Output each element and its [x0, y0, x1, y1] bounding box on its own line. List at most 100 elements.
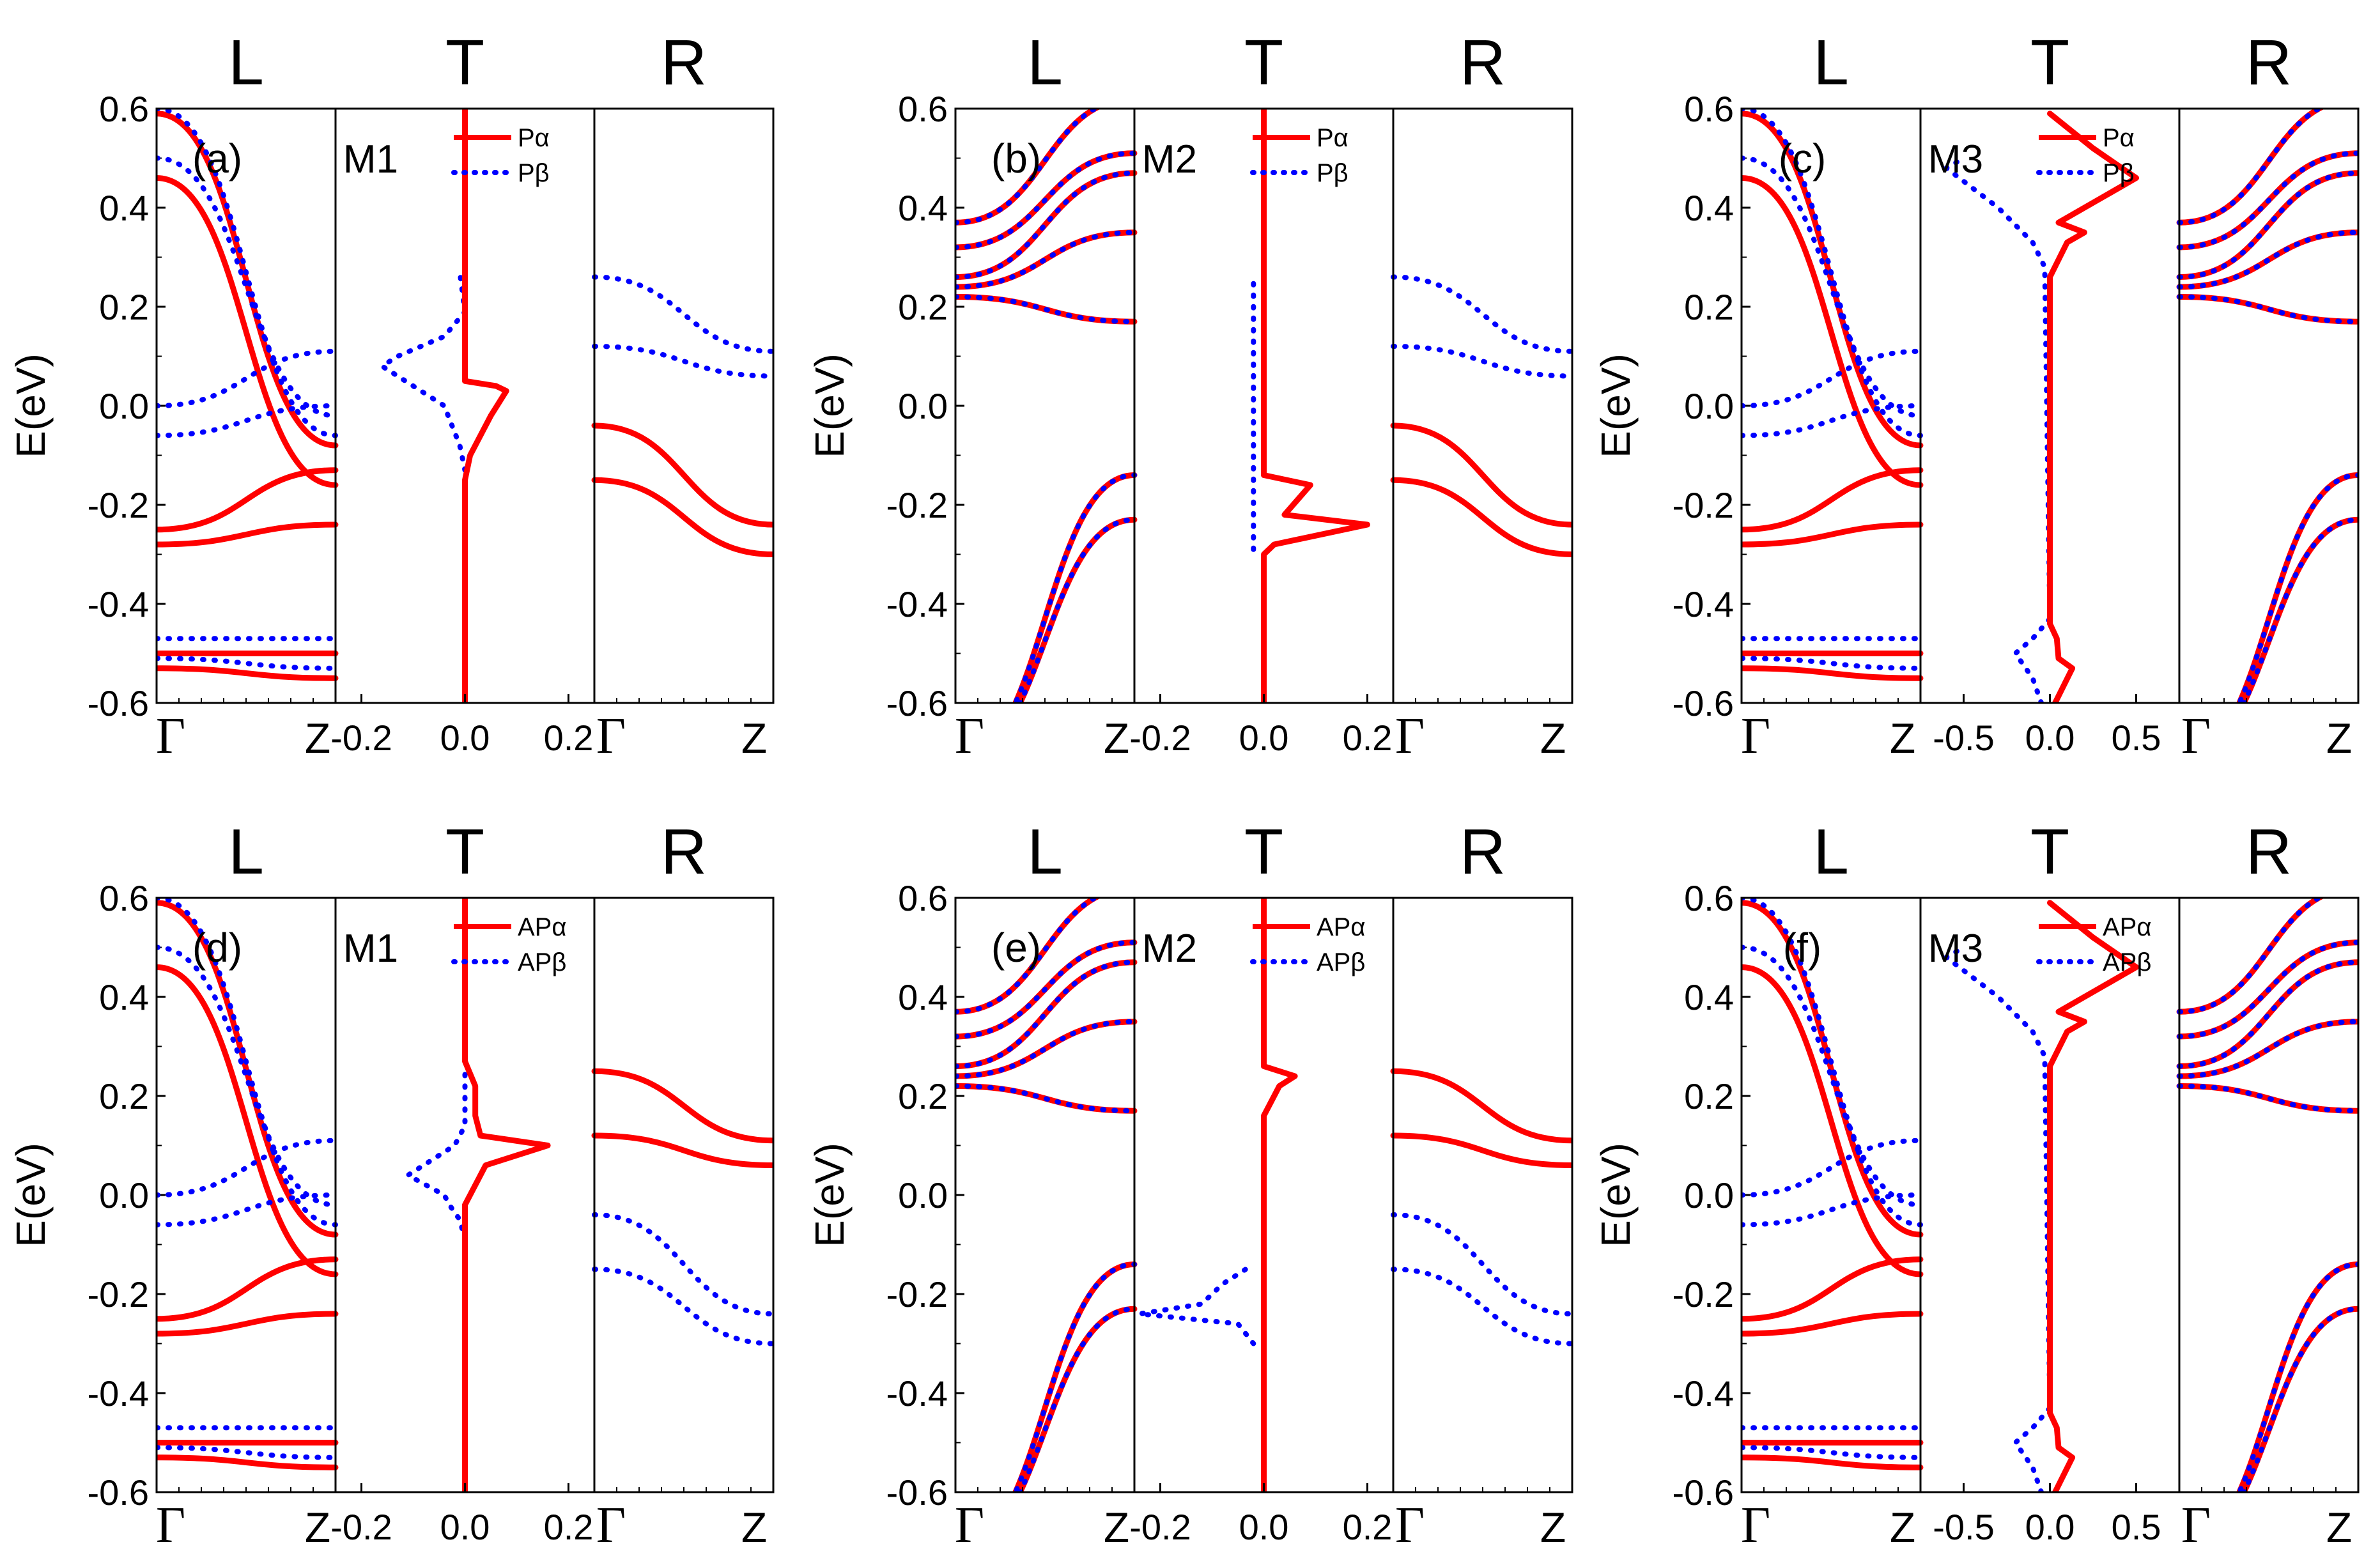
plot-area	[955, 109, 1572, 703]
t-x-tick-label: -0.2	[330, 718, 392, 758]
legend-alpha-label: APα	[2103, 913, 2151, 941]
L-alpha-band	[1012, 472, 1138, 703]
L-beta-band	[1742, 1445, 1923, 1460]
y-tick-label: 0.4	[898, 977, 948, 1017]
y-tick-label: -0.4	[88, 1373, 150, 1414]
L-alpha-band	[157, 1256, 339, 1322]
t-x-tick-label: 0.0	[2025, 718, 2075, 758]
column-title-R: R	[2246, 27, 2292, 98]
panel-b: L T RE(eV)0.60.40.20.0-0.2-0.4-0.6Γ Z Γ Z-0.2…	[807, 27, 1573, 764]
x-label-gamma-L: Γ	[156, 708, 185, 764]
T-beta-spectrum	[1943, 944, 2053, 1492]
column-title-T: T	[2030, 27, 2069, 98]
R-beta-band	[592, 1267, 773, 1346]
L-beta-band	[157, 109, 338, 438]
y-tick-label: 0.2	[99, 287, 149, 327]
L-alpha-band	[1742, 521, 1924, 548]
t-x-tick-label: 0.2	[544, 718, 594, 758]
column-title-T: T	[1244, 27, 1283, 98]
column-title-L: L	[228, 816, 264, 888]
x-label-gamma-R: Γ	[2181, 708, 2211, 764]
R-beta-band	[2177, 109, 2325, 226]
R-alpha-band	[2236, 472, 2358, 703]
y-tick-label: 0.0	[1684, 386, 1734, 426]
L-beta-band	[1742, 1192, 1923, 1228]
L-beta-band	[955, 959, 1137, 1069]
T-alpha-spectrum	[1261, 109, 1370, 703]
panel-label: (f)	[1783, 925, 1821, 971]
L-beta-band	[955, 150, 1137, 250]
R-alpha-band	[1390, 1068, 1572, 1144]
R-alpha-band	[591, 477, 773, 557]
L-beta-band	[157, 403, 338, 438]
y-tick-label: -0.2	[886, 1274, 948, 1314]
L-alpha-band	[157, 467, 339, 533]
plot-area	[1742, 898, 2358, 1492]
y-tick-label: -0.2	[88, 1274, 150, 1314]
y-tick-label: -0.6	[886, 683, 948, 723]
column-title-T: T	[2030, 816, 2069, 888]
R-beta-band	[1391, 274, 1572, 354]
t-x-tick-label: -0.2	[1129, 718, 1191, 758]
L-beta-band	[157, 944, 338, 1208]
plot-area	[157, 898, 773, 1492]
R-alpha-band	[1390, 1132, 1572, 1168]
x-label-gamma-R: Γ	[596, 1497, 626, 1553]
L-beta-band	[955, 898, 1101, 1015]
L-beta-band	[955, 1019, 1137, 1079]
x-label-z-R: Z	[1540, 1504, 1566, 1551]
legend-beta-label: APβ	[518, 948, 566, 976]
column-title-R: R	[1460, 816, 1506, 888]
R-beta-band	[2177, 959, 2358, 1069]
y-tick-label: 0.4	[1684, 977, 1734, 1017]
L-alpha-band	[157, 111, 339, 449]
x-label-gamma-R: Γ	[596, 708, 626, 764]
L-alpha-band	[157, 665, 339, 681]
T-alpha-spectrum	[1261, 898, 1298, 1492]
x-label-z-L: Z	[1890, 1504, 1915, 1551]
legend-beta-label: Pβ	[518, 159, 550, 187]
R-beta-band	[592, 1212, 773, 1316]
y-tick-label: 0.0	[898, 1175, 948, 1215]
y-tick-label: 0.6	[1684, 878, 1734, 918]
L-beta-band	[1017, 517, 1137, 703]
x-label-gamma-R: Γ	[1395, 708, 1425, 764]
R-beta-band	[592, 274, 773, 354]
t-x-tick-label: 0.2	[1343, 718, 1393, 758]
y-axis-label: E(eV)	[807, 1143, 853, 1247]
L-alpha-band	[1742, 1454, 1924, 1470]
R-beta-band	[1391, 1267, 1572, 1346]
L-alpha-band	[1742, 900, 1924, 1238]
R-beta-band	[2177, 229, 2358, 289]
T-alpha-spectrum	[2047, 900, 2139, 1492]
R-beta-band	[2177, 150, 2358, 250]
y-tick-label: 0.4	[898, 188, 948, 228]
L-beta-band	[955, 170, 1137, 280]
L-alpha-band	[157, 900, 339, 1238]
L-beta-band	[1742, 898, 1923, 1228]
column-title-L: L	[1027, 816, 1063, 888]
x-label-z-L: Z	[305, 714, 330, 762]
x-label-z-R: Z	[2326, 714, 2352, 762]
L-beta-band	[1742, 403, 1923, 438]
x-label-z-L: Z	[305, 1504, 330, 1551]
legend-beta-label: Pβ	[2103, 159, 2135, 187]
L-alpha-band	[157, 964, 339, 1277]
t-x-tick-label: 0.0	[1239, 718, 1289, 758]
x-label-z-R: Z	[741, 714, 767, 762]
column-title-L: L	[1027, 27, 1063, 98]
y-tick-label: -0.2	[1673, 485, 1735, 525]
y-tick-label: 0.6	[898, 89, 948, 129]
y-tick-label: -0.6	[88, 683, 150, 723]
x-label-gamma-L: Γ	[1741, 708, 1770, 764]
L-alpha-band	[157, 175, 339, 488]
column-title-T: T	[1244, 816, 1283, 888]
plot-area	[1742, 109, 2358, 703]
x-label-z-L: Z	[1104, 714, 1129, 762]
panel-label: (a)	[192, 135, 242, 181]
R-alpha-band	[1390, 477, 1572, 557]
y-tick-label: 0.0	[1684, 1175, 1734, 1215]
L-alpha-band	[1742, 467, 1924, 533]
legend-beta-label: Pβ	[1317, 159, 1348, 187]
x-label-z-R: Z	[2326, 1504, 2352, 1551]
